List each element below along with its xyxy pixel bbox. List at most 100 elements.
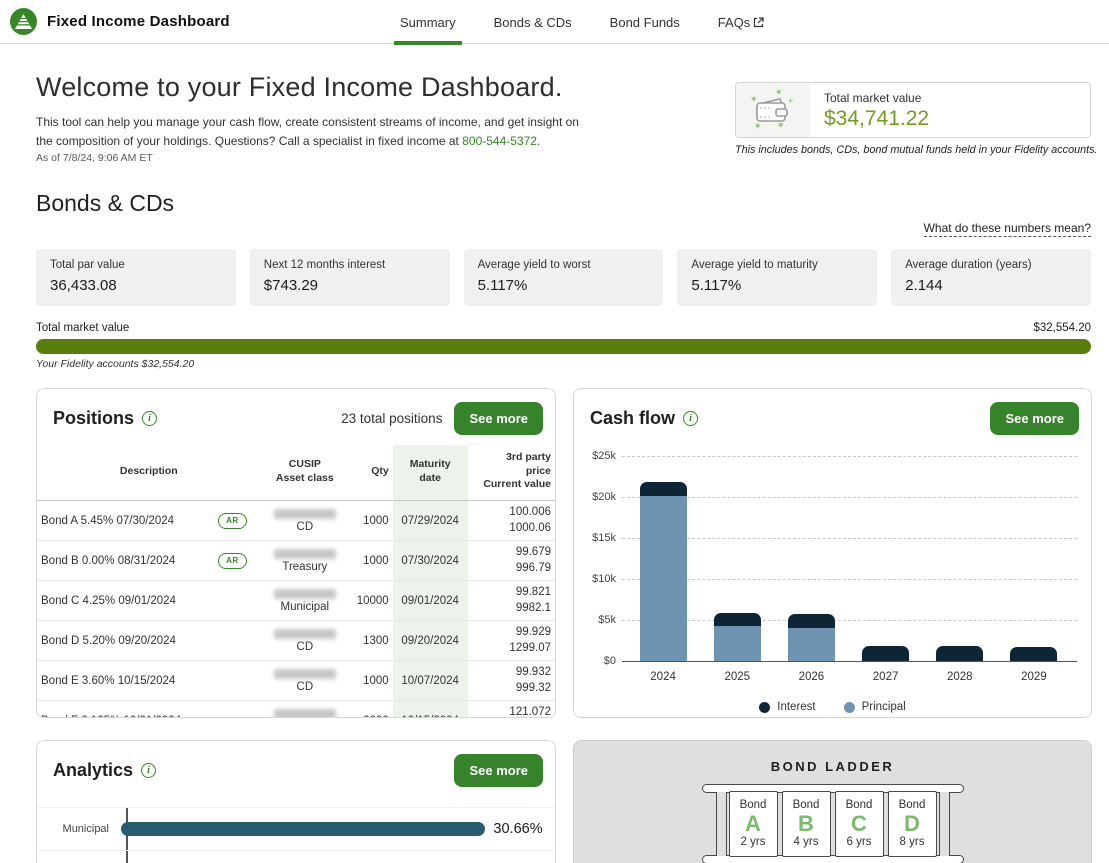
cusip-redacted (274, 629, 336, 639)
gridline-$5k (622, 620, 1077, 621)
asset-class: Municipal (265, 601, 345, 613)
stat-label: Next 12 months interest (264, 259, 436, 271)
col-cusip-line2: Asset class (265, 472, 345, 486)
ladder-right-post (939, 792, 950, 856)
fidelity-logo-icon (10, 8, 37, 35)
bond-ladder-rung-c: BondC6 yrs (835, 791, 884, 857)
interest-segment (936, 646, 983, 661)
interest-segment (640, 482, 687, 496)
phone-link[interactable]: 800-544-5372 (462, 134, 537, 148)
stat-label: Total par value (50, 259, 222, 271)
top-navigation: Fixed Income Dashboard Summary Bonds & CD… (0, 0, 1109, 44)
stat-label: Average yield to worst (478, 259, 650, 271)
external-link-icon (753, 17, 764, 28)
cash-flow-bar-2024 (640, 482, 687, 662)
stat-value: 5.117% (478, 277, 650, 294)
stat-value: $743.29 (264, 277, 436, 294)
maturity-date-cell: 09/01/2024 (393, 581, 468, 621)
col-maturity-line2: date (397, 472, 464, 486)
summary-stats-row: Total par value36,433.08 Next 12 months i… (36, 249, 1091, 306)
col-cusip-asset-class[interactable]: CUSIP Asset class (261, 445, 349, 500)
market-value-progress-bar (36, 339, 1091, 354)
col-cusip-line1: CUSIP (265, 458, 345, 472)
position-description-cell: Bond D 5.20% 09/20/2024 (37, 621, 261, 661)
col-price-current-value[interactable]: 3rd party price Current value (468, 445, 555, 500)
positions-info-icon[interactable]: i (142, 411, 157, 426)
tab-bonds-cds[interactable]: Bonds & CDs (494, 0, 572, 44)
position-name: Bond C 4.25% 09/01/2024 (41, 595, 176, 607)
total-market-value-bar-block: Total market value $32,554.20 Your Fidel… (36, 322, 1091, 370)
position-name: Bond D 5.20% 09/20/2024 (41, 635, 176, 647)
stat-card-average-duration-years-: Average duration (years)2.144 (891, 249, 1091, 306)
position-name: Bond E 3.60% 10/15/2024 (41, 675, 175, 687)
table-row[interactable]: Bond F 0.125% 10/31/2024Treasury200010/1… (37, 701, 555, 718)
app-title: Fixed Income Dashboard (47, 13, 230, 30)
third-party-price: 99.929 (472, 625, 551, 641)
cusip-asset-class-cell: Municipal (261, 581, 349, 621)
cusip-asset-class-cell: CD (261, 621, 349, 661)
position-description-cell: Bond C 4.25% 09/01/2024 (37, 581, 261, 621)
cash-flow-see-more-button[interactable]: See more (990, 402, 1079, 435)
market-value-amount: $34,741.22 (824, 107, 929, 131)
table-row[interactable]: Bond D 5.20% 09/20/2024CD130009/20/20249… (37, 621, 555, 661)
interest-segment (1010, 647, 1057, 661)
cusip-redacted (274, 509, 336, 519)
cusip-redacted (274, 549, 336, 559)
asset-class: CD (265, 681, 345, 693)
ar-badge: AR (218, 553, 247, 569)
ladder-left-post (716, 792, 727, 856)
qty-cell: 1000 (349, 541, 393, 581)
tab-summary[interactable]: Summary (400, 0, 456, 44)
cusip-asset-class-cell: CD (261, 501, 349, 541)
table-row[interactable]: Bond B 0.00% 08/31/2024ARTreasury100007/… (37, 541, 555, 581)
rung-letter: B (798, 812, 814, 836)
qty-cell: 1000 (349, 501, 393, 541)
x-tick-label: 2025 (724, 671, 750, 683)
table-row[interactable]: Bond C 4.25% 09/01/2024Municipal1000009/… (37, 581, 555, 621)
total-market-value-card: ✶ ✶ + ✶ ✶ Total market value $34,741.22 (735, 82, 1091, 138)
bonds-cds-heading: Bonds & CDs (36, 190, 1091, 217)
stat-card-total-par-value: Total par value36,433.08 (36, 249, 236, 306)
col-price-line2: price (472, 465, 551, 479)
analytics-info-icon[interactable]: i (141, 763, 156, 778)
cusip-redacted (274, 709, 336, 718)
maturity-date-cell: 09/20/2024 (393, 621, 468, 661)
what-do-numbers-mean-link[interactable]: What do these numbers mean? (924, 221, 1091, 237)
price-current-value-cell: 99.8219982.1 (468, 581, 555, 621)
col-price-line1: 3rd party (472, 451, 551, 465)
analytics-bar-municipal (121, 822, 485, 836)
positions-see-more-button[interactable]: See more (454, 402, 543, 435)
table-row[interactable]: Bond A 5.45% 07/30/2024ARCD100007/29/202… (37, 501, 555, 541)
cash-flow-chart: $0$5k$10k$15k$20k$25k (584, 451, 1077, 663)
ar-badge: AR (218, 513, 247, 529)
analytics-see-more-button[interactable]: See more (454, 754, 543, 787)
positions-table: Description CUSIP Asset class Qty Maturi… (37, 445, 555, 718)
col-description[interactable]: Description (37, 445, 261, 500)
cash-flow-bar-2027 (862, 646, 909, 661)
table-row[interactable]: Bond E 3.60% 10/15/2024CD100010/07/20249… (37, 661, 555, 701)
third-party-price: 100.006 (472, 505, 551, 521)
cash-flow-title: Cash flow i (590, 408, 698, 429)
col-maturity-date[interactable]: Maturity date (393, 445, 468, 500)
analytics-chart: Municipal30.66%CD30.07% (37, 807, 555, 863)
third-party-price: 99.679 (472, 545, 551, 561)
welcome-body: This tool can help you manage your cash … (36, 113, 581, 150)
total-market-value-card-wrap: ✶ ✶ + ✶ ✶ Total market value $34,741.22 … (735, 82, 1091, 156)
interest-legend-dot (759, 702, 770, 713)
x-tick-label: 2024 (650, 671, 676, 683)
positions-count: 23 total positions (341, 411, 442, 426)
cash-flow-info-icon[interactable]: i (683, 411, 698, 426)
tab-bond-funds[interactable]: Bond Funds (610, 0, 680, 44)
cusip-asset-class-cell: Treasury (261, 701, 349, 718)
current-value: 1000.06 (472, 521, 551, 537)
bond-ladder-rung-b: BondB4 yrs (782, 791, 831, 857)
price-current-value-cell: 99.9291299.07 (468, 621, 555, 661)
stat-label: Average yield to maturity (691, 259, 863, 271)
position-description: Bond C 4.25% 09/01/2024 (41, 595, 257, 607)
principal-legend-dot (844, 702, 855, 713)
col-qty[interactable]: Qty (349, 445, 393, 500)
price-current-value-cell: 121.0722421.44 (468, 701, 555, 718)
tab-faqs[interactable]: FAQs (718, 0, 765, 44)
price-current-value-cell: 99.932999.32 (468, 661, 555, 701)
rung-years: 6 yrs (847, 836, 872, 849)
